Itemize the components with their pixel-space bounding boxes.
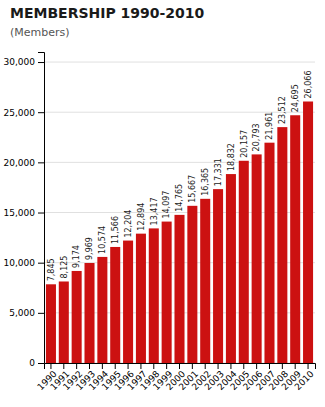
bar: [239, 161, 249, 363]
tick: 0: [29, 358, 44, 368]
tick-label: 30,000: [4, 57, 36, 67]
bars: [46, 101, 313, 363]
bar: [264, 143, 274, 363]
tick: 10,000: [4, 258, 45, 268]
axis-line: [38, 53, 45, 364]
tick-mark: [153, 363, 154, 369]
tick-mark: [38, 62, 44, 63]
tick-mark: [89, 363, 90, 369]
tick-label: 2010: [293, 369, 316, 392]
tick-mark: [218, 363, 219, 369]
tick-mark: [269, 363, 270, 369]
bar: [149, 228, 159, 363]
tick-mark: [140, 363, 141, 369]
bar: [303, 101, 313, 363]
bar: [72, 271, 82, 363]
tick-label: 0: [29, 358, 35, 368]
chart: MEMBERSHIP 1990-2010(Members)7,8458,1259…: [0, 0, 325, 407]
bar: [226, 174, 236, 363]
tick-label: 25,000: [4, 108, 36, 118]
data-label: 11,566: [111, 216, 120, 244]
tick-mark: [282, 363, 283, 369]
tick-mark: [256, 363, 257, 369]
data-label: 15,667: [188, 175, 197, 203]
data-label: 14,097: [162, 191, 171, 219]
tick-mark: [38, 363, 44, 364]
bar: [46, 284, 56, 363]
bar: [123, 241, 133, 363]
tick: 5,000: [9, 308, 44, 318]
data-label: 18,832: [227, 143, 236, 171]
data-label: 12,894: [137, 203, 146, 231]
plot: 7,845 8,1259,174 9,969 10,574 11,566 12,204 12…: [4, 53, 317, 393]
grid-line: [44, 112, 315, 113]
data-label: 14,765: [175, 184, 184, 212]
x-axis: 1990199119921993199419951996199719981999…: [35, 363, 316, 392]
data-label: 16,365: [201, 168, 210, 196]
tick-mark: [38, 112, 44, 113]
data-label: 26,066: [304, 70, 313, 98]
tick-label: 10,000: [4, 258, 36, 268]
tick-label: 20,000: [4, 158, 36, 168]
bar: [187, 206, 197, 363]
tick-mark: [308, 363, 309, 369]
title: MEMBERSHIP 1990-2010: [10, 5, 205, 21]
tick: 20,000: [4, 158, 45, 168]
bar: [252, 154, 262, 363]
bar: [97, 257, 107, 363]
bar: [162, 222, 172, 363]
data-labels: 7,845 8,1259,174 9,969 10,574 11,566 12,204 12…: [47, 70, 313, 281]
tick-mark: [243, 363, 244, 369]
data-label: 8,125: [60, 256, 69, 279]
data-label: 10,574: [98, 226, 107, 254]
data-label: 7,845: [47, 258, 56, 281]
data-label: 13,417: [150, 197, 159, 225]
tick-mark: [63, 363, 64, 369]
tick-mark: [102, 363, 103, 369]
bar: [136, 234, 146, 363]
bar: [200, 199, 210, 363]
tick: 25,000: [4, 108, 45, 118]
tick-mark: [76, 363, 77, 369]
axis-line: [45, 364, 316, 370]
tick: 30,000: [4, 57, 45, 67]
bar: [84, 263, 94, 363]
tick-mark: [50, 363, 51, 369]
tick-mark: [128, 363, 129, 369]
bar: [277, 127, 287, 363]
grid: [44, 62, 315, 363]
tick-mark: [38, 213, 44, 214]
tick: 15,000: [4, 208, 45, 218]
data-label: 9,174: [72, 245, 81, 268]
subtitle: (Members): [10, 26, 70, 39]
data-label: 12,204: [124, 210, 133, 238]
tick-mark: [205, 363, 206, 369]
data-label: 20,157: [240, 130, 249, 158]
data-label: 24,695: [291, 84, 300, 112]
bar: [110, 247, 120, 363]
tick-mark: [115, 363, 116, 369]
tick-mark: [230, 363, 231, 369]
bar: [59, 281, 69, 363]
bar: [174, 215, 184, 363]
tick: 2010: [293, 363, 316, 392]
tick-label: 15,000: [4, 208, 36, 218]
bar: [213, 189, 223, 363]
data-label: 9,969: [85, 237, 94, 260]
tick-mark: [38, 263, 44, 264]
data-label: 21,961: [265, 112, 274, 140]
data-label: 17,331: [214, 158, 223, 186]
tick-label: 5,000: [9, 308, 35, 318]
tick-mark: [295, 363, 296, 369]
tick-mark: [192, 363, 193, 369]
tick-mark: [38, 313, 44, 314]
bar: [290, 115, 300, 363]
data-label: 20,793: [252, 123, 261, 151]
tick-mark: [179, 363, 180, 369]
tick-mark: [166, 363, 167, 369]
tick-mark: [38, 162, 44, 163]
grid-line: [44, 62, 315, 63]
data-label: 23,512: [278, 96, 287, 124]
y-axis: 0 5,000 10,000 15,000 20,000 25,000 30,000: [4, 53, 45, 369]
